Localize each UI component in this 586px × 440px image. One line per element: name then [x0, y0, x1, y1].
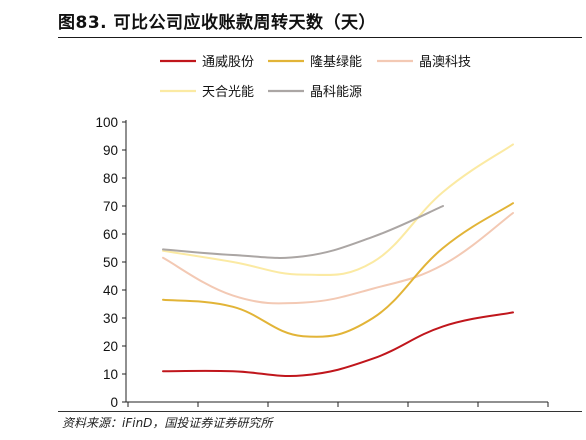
- legend-label: 晶科能源: [310, 85, 362, 100]
- series-line-2: [162, 202, 514, 338]
- series-line-5: [162, 205, 444, 259]
- legend-item-3: 晶澳科技: [377, 54, 471, 70]
- y-tick-label: 100: [95, 115, 118, 130]
- y-tick-label: 0: [110, 395, 118, 410]
- chart-axes: 0 10 20 30 40 50 60 70 80 90 100: [95, 115, 549, 410]
- series-line-1: [162, 311, 514, 377]
- legend-item-5: 晶科能源: [268, 85, 362, 100]
- y-tick-label: 10: [103, 367, 118, 382]
- y-tick-label: 90: [103, 143, 118, 158]
- y-tick-label: 60: [103, 227, 118, 242]
- legend-item-1: 通威股份: [160, 55, 254, 70]
- y-tick-label: 20: [103, 339, 118, 354]
- y-tick-label: 30: [103, 311, 118, 326]
- series-line-4: [162, 143, 514, 276]
- legend-item-2: 隆基绿能: [268, 55, 362, 70]
- series-line-3: [162, 212, 514, 305]
- y-tick-label: 80: [103, 171, 118, 186]
- y-tick-label: 70: [103, 199, 118, 214]
- chart-lines: [162, 143, 514, 377]
- legend-label: 隆基绿能: [310, 55, 362, 70]
- y-tick-label: 40: [103, 283, 118, 298]
- legend-item-4: 天合光能: [160, 85, 254, 100]
- source-note: 资料来源：iFinD，国投证券证券研究所: [62, 416, 273, 430]
- y-tick-label: 50: [103, 255, 118, 270]
- legend-label: 晶澳科技: [419, 54, 471, 70]
- legend-label: 天合光能: [202, 85, 254, 100]
- source-divider: [58, 411, 582, 412]
- legend-label: 通威股份: [202, 55, 254, 70]
- title-divider: [58, 37, 582, 38]
- figure-title: 图83. 可比公司应收账款周转天数（天）: [58, 13, 377, 33]
